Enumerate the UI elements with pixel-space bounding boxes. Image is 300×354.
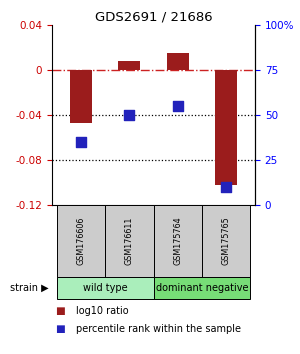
Bar <box>57 277 154 299</box>
Bar <box>202 205 250 277</box>
Point <box>224 184 228 190</box>
Text: percentile rank within the sample: percentile rank within the sample <box>76 324 241 334</box>
Text: dominant negative: dominant negative <box>156 283 248 293</box>
Point <box>79 139 83 145</box>
Text: ■: ■ <box>55 324 65 334</box>
Bar <box>70 70 92 123</box>
Bar <box>57 205 105 277</box>
Title: GDS2691 / 21686: GDS2691 / 21686 <box>95 11 212 24</box>
Text: log10 ratio: log10 ratio <box>76 306 129 316</box>
Bar <box>215 70 237 185</box>
Bar <box>154 277 250 299</box>
Text: wild type: wild type <box>83 283 128 293</box>
Point <box>175 103 180 109</box>
Bar <box>154 205 202 277</box>
Text: GSM175764: GSM175764 <box>173 217 182 265</box>
Text: GSM175765: GSM175765 <box>221 217 230 266</box>
Bar <box>118 61 140 70</box>
Text: ■: ■ <box>55 306 65 316</box>
Bar <box>167 53 188 70</box>
Text: GSM176606: GSM176606 <box>76 217 85 265</box>
Text: strain ▶: strain ▶ <box>11 283 49 293</box>
Text: GSM176611: GSM176611 <box>125 217 134 265</box>
Point <box>127 112 132 118</box>
Bar <box>105 205 154 277</box>
